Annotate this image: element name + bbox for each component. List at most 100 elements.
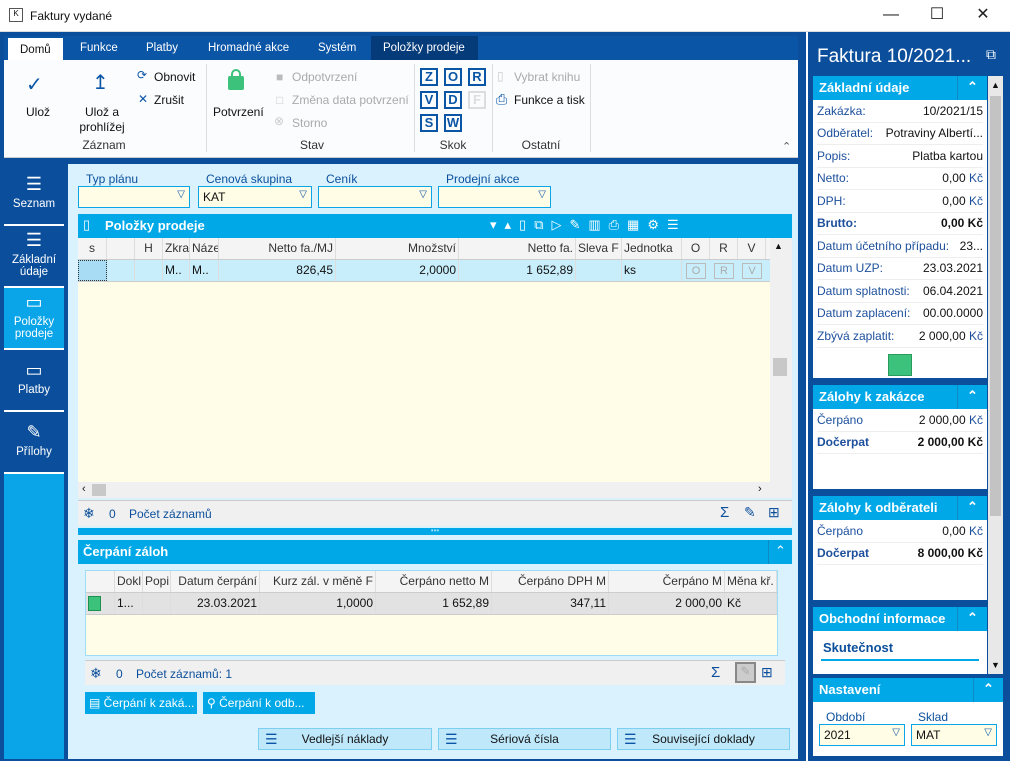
nav-item-seznam[interactable]: ☰ Seznam	[4, 164, 64, 226]
lock-icon: ■	[276, 70, 284, 84]
scrollbar-thumb[interactable]	[92, 484, 106, 496]
edit-icon[interactable]: ✎	[735, 662, 756, 683]
app-icon: K	[9, 8, 23, 22]
person-icon: ⚲	[207, 696, 220, 710]
nav-item-polozky-prodeje[interactable]: ▭ Položky prodeje	[4, 288, 64, 350]
scrollbar-thumb[interactable]	[990, 96, 1001, 516]
o-checkbox[interactable]: O	[686, 263, 706, 279]
tab-domu[interactable]: Domů	[8, 38, 63, 60]
divider	[492, 64, 493, 152]
v-checkbox[interactable]: V	[742, 263, 762, 279]
tab-platby[interactable]: Platby	[146, 42, 178, 54]
menu-icon: ☰	[445, 731, 458, 747]
cenova-skupina-combo[interactable]: KAT ▽	[198, 186, 312, 208]
scroll-down-icon[interactable]: ▼	[991, 660, 1000, 670]
scroll-left-icon[interactable]: ‹	[82, 483, 86, 495]
document-icon: ▤	[89, 696, 104, 710]
storno-icon: ⊗	[274, 114, 285, 128]
collapse-icon[interactable]: ⌃	[957, 496, 987, 520]
group-label-zaznam: Záznam	[82, 138, 126, 152]
status-indicator	[888, 353, 912, 376]
scroll-right-icon[interactable]: ›	[758, 483, 762, 495]
filter-label: Cenová skupina	[206, 172, 293, 186]
add-record-icon[interactable]: ⊞	[768, 504, 780, 520]
splitter[interactable]: •••	[78, 527, 792, 535]
jump-d-button[interactable]: D	[444, 91, 462, 109]
cenik-combo[interactable]: ▽	[318, 186, 432, 208]
horizontal-scrollbar[interactable]: ‹ ›	[78, 482, 770, 498]
collapse-icon[interactable]: ⌃	[973, 678, 1003, 702]
cerpani-k-odberateli-button[interactable]: ⚲ Čerpání k odb...	[203, 692, 315, 714]
sum-icon[interactable]: Σ	[720, 504, 730, 521]
confirm-button[interactable]: Potvrzení	[213, 105, 264, 119]
tab-funkce[interactable]: Funkce	[80, 42, 118, 54]
obdobi-combo[interactable]: 2021 ▽	[819, 724, 905, 746]
printer-icon: ⎙	[496, 91, 508, 107]
jump-o-button[interactable]: O	[444, 68, 462, 86]
seriova-cisla-button[interactable]: ☰ Sériová čísla	[438, 728, 611, 750]
nav-item-platby[interactable]: ▭ Platby	[4, 350, 64, 412]
tab-hromadne-akce[interactable]: Hromadné akce	[208, 42, 290, 54]
snowflake-icon[interactable]: ❄	[83, 505, 95, 521]
table-row[interactable]: 1... 23.03.2021 1,0000 1 652,89 347,11 2…	[86, 593, 777, 615]
book-icon: ▯	[83, 217, 91, 232]
scroll-up-icon[interactable]: ▲	[991, 80, 1000, 90]
close-button[interactable]: ✕	[976, 6, 990, 23]
collapse-icon[interactable]: ⌃	[957, 385, 987, 409]
select-book-button[interactable]: Vybrat knihu	[514, 70, 581, 84]
panel-scrollbar[interactable]: ▲ ▼	[988, 76, 1003, 674]
collapse-icon[interactable]: ⌃	[957, 76, 987, 100]
info-row: Datum UZP: 23.03.2021	[817, 258, 983, 280]
maximize-button[interactable]: ☐	[929, 6, 945, 23]
tab-system[interactable]: Systém	[318, 42, 357, 54]
dropdown-icon: ▽	[984, 727, 992, 738]
vedlejsi-naklady-button[interactable]: ☰ Vedlejší náklady	[258, 728, 432, 750]
popout-icon[interactable]: ⧉	[986, 46, 996, 62]
dropdown-icon: ▽	[177, 189, 185, 200]
refresh-button[interactable]: Obnovit	[154, 70, 196, 84]
prodejni-akce-combo[interactable]: ▽	[438, 186, 551, 208]
scroll-up-icon[interactable]: ▲	[774, 241, 783, 251]
jump-r-button[interactable]: R	[468, 68, 486, 86]
dropdown-icon: ▽	[419, 189, 427, 200]
jump-f-button[interactable]: F	[468, 91, 486, 109]
book-icon: ▯	[497, 69, 504, 83]
jump-v-button[interactable]: V	[420, 91, 438, 109]
vertical-scrollbar[interactable]: ▲	[770, 238, 792, 498]
edit-icon[interactable]: ✎	[744, 504, 756, 520]
cancel-button[interactable]: Zrušit	[154, 93, 184, 107]
collapse-icon[interactable]: ⌃	[957, 607, 987, 631]
change-date-button[interactable]: Změna data potvrzení	[292, 93, 409, 107]
typ-planu-combo[interactable]: ▽	[78, 186, 190, 208]
snowflake-icon[interactable]: ❄	[90, 665, 102, 681]
functions-print-button[interactable]: Funkce a tisk	[514, 93, 585, 107]
table-row[interactable]: M.. M.. 826,45 2,0000 1 652,89 ks O R V	[78, 260, 770, 282]
tab-polozky-prodeje[interactable]: Položky prodeje	[371, 36, 478, 60]
save-browse-button[interactable]: Ulož a prohlížej	[79, 105, 125, 134]
sklad-combo[interactable]: MAT ▽	[911, 724, 997, 746]
nav-item-prilohy[interactable]: ✎ Přílohy	[4, 412, 64, 474]
sum-icon[interactable]: Σ	[711, 664, 721, 681]
save-button[interactable]: Ulož	[26, 105, 51, 119]
r-checkbox[interactable]: R	[714, 263, 734, 279]
nav-item-zakladni-udaje[interactable]: ☰ Základní údaje	[4, 226, 64, 288]
add-record-icon[interactable]: ⊞	[761, 664, 773, 680]
scrollbar-thumb[interactable]	[773, 358, 787, 376]
minimize-button[interactable]: —	[883, 6, 899, 23]
cancel-icon: ✕	[138, 92, 149, 106]
cerpani-k-zakazce-button[interactable]: ▤ Čerpání k zaká...	[85, 692, 197, 714]
grid-toolbar-icons[interactable]: ▾▴▯⧉▷✎▥⎙▦⚙☰	[490, 217, 687, 232]
dropdown-icon: ▽	[538, 189, 546, 200]
menu-icon: ☰	[265, 731, 278, 747]
storno-button[interactable]: Storno	[292, 116, 328, 130]
list-icon: ☰	[25, 174, 43, 194]
dropdown-icon: ▽	[299, 189, 307, 200]
info-row: DPH: 0,00 Kč	[817, 190, 983, 213]
collapse-ribbon-icon[interactable]: ⌃	[782, 141, 792, 153]
souvisejici-doklady-button[interactable]: ☰ Související doklady	[617, 728, 790, 750]
jump-w-button[interactable]: W	[444, 114, 462, 132]
jump-z-button[interactable]: Z	[420, 68, 438, 86]
unconfirm-button[interactable]: Odpotvrzení	[292, 70, 358, 84]
collapse-icon[interactable]: ⌃	[768, 540, 792, 564]
jump-s-button[interactable]: S	[420, 114, 438, 132]
